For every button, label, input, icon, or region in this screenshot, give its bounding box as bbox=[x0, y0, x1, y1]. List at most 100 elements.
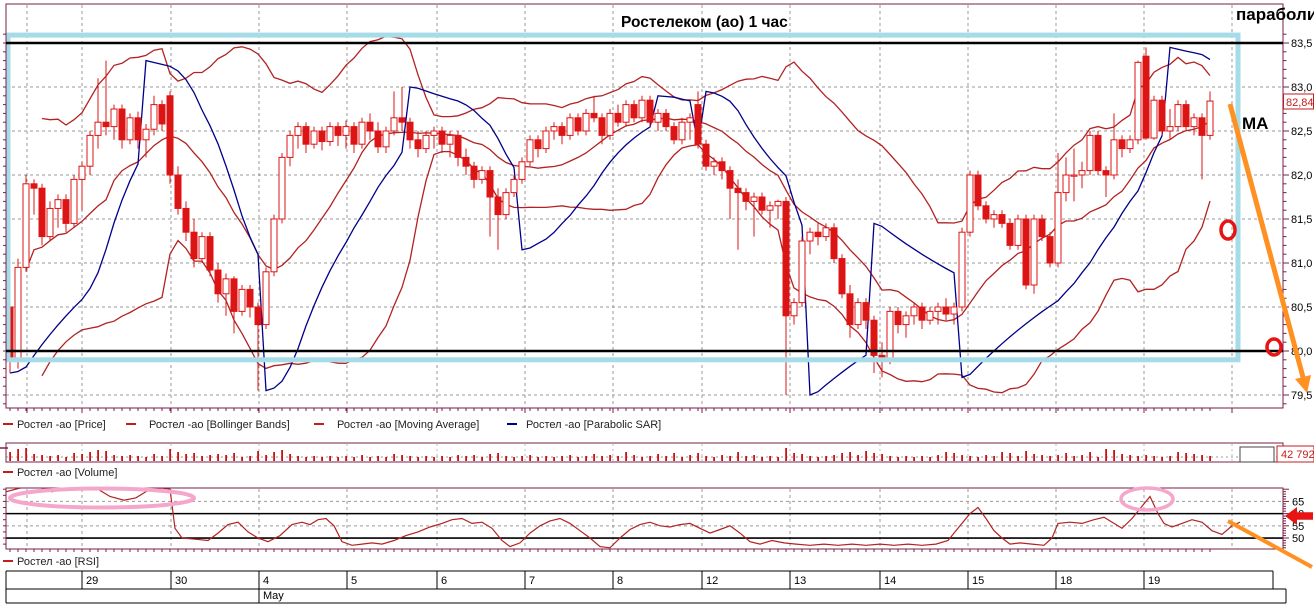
volume-bar bbox=[465, 456, 467, 461]
candle-up bbox=[22, 183, 30, 268]
candle-down bbox=[702, 143, 710, 167]
candle-up bbox=[238, 288, 246, 312]
parabolic-sar-line bbox=[9, 46, 1211, 396]
candle-up bbox=[854, 302, 862, 326]
candle-down bbox=[1182, 104, 1190, 128]
volume-bar bbox=[713, 457, 715, 461]
candle-up bbox=[70, 178, 78, 224]
candle-up bbox=[422, 134, 430, 150]
candle-down bbox=[1118, 139, 1126, 150]
candle-up bbox=[390, 117, 398, 132]
candle-down bbox=[62, 199, 70, 224]
volume-bar bbox=[97, 450, 99, 461]
volume-bar bbox=[393, 454, 395, 461]
volume-bar bbox=[305, 457, 307, 461]
month-label: May bbox=[263, 590, 284, 602]
candle-up bbox=[806, 231, 814, 242]
bollinger-upper-line bbox=[41, 35, 1211, 224]
volume-bar bbox=[345, 456, 347, 461]
candle-up bbox=[478, 170, 486, 180]
candle-down bbox=[670, 126, 678, 141]
candle-up bbox=[94, 121, 102, 136]
candle-up bbox=[14, 266, 22, 361]
candle-down bbox=[158, 104, 166, 125]
ma-annotation-label: MA bbox=[1242, 114, 1268, 133]
volume-bar bbox=[57, 455, 59, 461]
candle-down bbox=[870, 319, 878, 356]
volume-bar bbox=[849, 452, 851, 461]
candle-up bbox=[1150, 99, 1158, 139]
volume-bar bbox=[937, 455, 939, 461]
volume-bar bbox=[905, 456, 907, 461]
volume-bar bbox=[33, 454, 35, 461]
volume-bar bbox=[881, 454, 883, 461]
rsi-level-arrow bbox=[1285, 507, 1313, 525]
volume-panel-frame[interactable] bbox=[5, 442, 1284, 463]
volume-bar bbox=[561, 456, 563, 461]
volume-bar bbox=[145, 457, 147, 461]
volume-bar bbox=[457, 455, 459, 461]
volume-value: 42 792 bbox=[1281, 449, 1314, 461]
volume-bar bbox=[585, 456, 587, 461]
price-axis-label: 81,0 bbox=[1291, 258, 1312, 270]
volume-bar bbox=[689, 455, 691, 461]
volume-bar bbox=[1033, 454, 1035, 461]
candle-up bbox=[934, 306, 942, 312]
volume-bar bbox=[737, 452, 739, 461]
volume-bar bbox=[1185, 453, 1187, 461]
candle-up bbox=[1014, 218, 1022, 246]
candle-down bbox=[366, 121, 374, 132]
volume-bar bbox=[1201, 455, 1203, 461]
rsi-axis-label: 55 bbox=[1292, 521, 1304, 533]
price-axis-label: 79,5 bbox=[1291, 390, 1312, 402]
volume-bar bbox=[1137, 456, 1139, 461]
candle-down bbox=[30, 183, 38, 189]
legend-label: Ростел -ао [Price] bbox=[17, 419, 106, 431]
candle-down bbox=[454, 134, 462, 158]
volume-bar bbox=[953, 453, 955, 461]
date-cell-label: 13 bbox=[794, 575, 806, 587]
volume-bar bbox=[1089, 452, 1091, 461]
volume-bar bbox=[761, 457, 763, 461]
main-chart-panel[interactable]: 83,583,082,582,081,581,080,580,079,5 bbox=[3, 3, 1312, 413]
main-panel-border bbox=[5, 3, 1284, 409]
candle-down bbox=[534, 139, 542, 150]
candle-down bbox=[758, 196, 766, 211]
rsi-panel-frame[interactable] bbox=[5, 487, 1284, 550]
volume-bar bbox=[857, 455, 859, 461]
candle-up bbox=[510, 178, 518, 194]
volume-bar bbox=[17, 449, 19, 461]
candle-down bbox=[846, 293, 854, 326]
volume-bar bbox=[833, 455, 835, 461]
candle-down bbox=[918, 306, 926, 321]
candle-down bbox=[182, 207, 190, 233]
candle-down bbox=[1102, 170, 1110, 176]
volume-bar bbox=[377, 456, 379, 461]
volume-bar bbox=[537, 457, 539, 461]
candle-up bbox=[310, 130, 318, 145]
volume-panel[interactable] bbox=[0, 442, 1287, 463]
volume-bar bbox=[961, 455, 963, 461]
rsi-line bbox=[6, 488, 1241, 549]
candle-down bbox=[942, 306, 950, 315]
volume-bar bbox=[1049, 456, 1051, 461]
volume-bar bbox=[609, 455, 611, 461]
candle-down bbox=[174, 174, 182, 209]
rsi-panel[interactable]: 65605550 bbox=[3, 486, 1313, 569]
price-axis: 83,583,082,582,081,581,080,580,079,5 bbox=[3, 33, 1312, 405]
candle-up bbox=[566, 117, 574, 136]
volume-bar bbox=[129, 455, 131, 461]
parabolic-annotation-label: параболик bbox=[1236, 5, 1314, 24]
volume-bar bbox=[1153, 456, 1155, 461]
date-axis[interactable]: 29 30 4 5 6 7 8 12 13 14 15 18 19 May bbox=[5, 570, 1287, 604]
volume-bar bbox=[417, 457, 419, 461]
volume-bar bbox=[801, 454, 803, 461]
candle-down bbox=[334, 126, 342, 136]
volume-bar bbox=[1081, 455, 1083, 461]
candle-down bbox=[630, 104, 638, 119]
candle-up bbox=[542, 130, 550, 150]
candle-down bbox=[214, 269, 222, 295]
candle-down bbox=[894, 310, 902, 326]
volume-bar bbox=[281, 450, 283, 461]
